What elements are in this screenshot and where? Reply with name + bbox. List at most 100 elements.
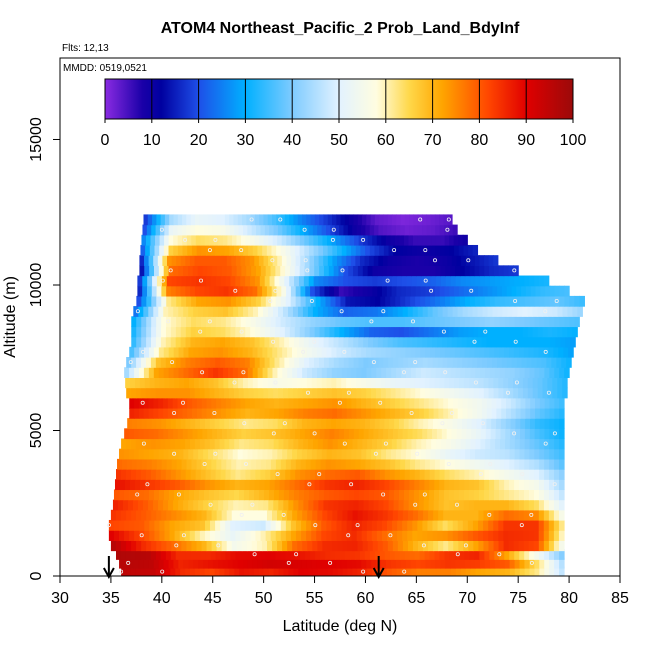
sample-marker	[301, 349, 306, 354]
heatmap-cell	[316, 418, 322, 429]
heatmap-cell	[351, 377, 357, 389]
heatmap-cell	[478, 499, 485, 511]
sample-marker	[378, 400, 383, 405]
heatmap-cell	[146, 316, 152, 328]
heatmap-cell	[559, 438, 565, 450]
heatmap-cell	[428, 509, 434, 521]
heatmap-cell	[288, 566, 294, 576]
heatmap-cell	[480, 438, 486, 450]
heatmap-cell	[534, 458, 540, 470]
heatmap-cell	[236, 234, 242, 246]
heatmap-cell	[415, 316, 421, 328]
heatmap-cell	[258, 489, 265, 501]
heatmap-cell	[546, 357, 552, 368]
heatmap-cell	[156, 509, 162, 521]
heatmap-cell	[308, 244, 315, 256]
heatmap-cell	[161, 326, 167, 338]
heatmap-cell	[240, 397, 246, 409]
heatmap-cell	[161, 285, 167, 297]
heatmap-cell	[534, 469, 540, 480]
heatmap-cell	[467, 306, 474, 317]
heatmap-cell	[340, 458, 347, 470]
heatmap-cell	[213, 367, 219, 378]
heatmap-cell	[191, 458, 198, 470]
heatmap-cell	[268, 234, 274, 246]
heatmap-cell	[398, 418, 405, 429]
heatmap-cell	[348, 499, 355, 511]
heatmap-cell	[336, 367, 343, 378]
heatmap-cell	[419, 255, 425, 266]
heatmap-cell	[126, 438, 132, 450]
heatmap-cell	[153, 407, 159, 419]
heatmap-cell	[148, 306, 154, 317]
y-axis-label: Altitude (m)	[2, 276, 19, 358]
heatmap-cell	[385, 346, 392, 358]
heatmap-cell	[176, 295, 182, 307]
heatmap-cell	[366, 387, 372, 399]
heatmap-cell	[210, 275, 217, 287]
heatmap-cell	[238, 285, 244, 297]
x-tick-label: 55	[306, 590, 324, 607]
heatmap-cell	[554, 557, 560, 569]
heatmap-cell	[409, 407, 415, 419]
heatmap-cell	[410, 295, 416, 307]
heatmap-cell	[275, 316, 282, 328]
heatmap-cell	[422, 519, 429, 531]
heatmap-cell	[168, 448, 175, 460]
heatmap-cell	[196, 540, 203, 552]
heatmap-cell	[499, 479, 505, 491]
heatmap-cell	[142, 224, 148, 236]
heatmap-cell	[552, 377, 558, 389]
heatmap-cell	[362, 214, 367, 226]
heatmap-cell	[360, 244, 366, 256]
heatmap-cell	[188, 306, 194, 317]
flight-arrow	[372, 556, 385, 580]
heatmap-cell	[517, 306, 524, 317]
heatmap-cell	[135, 387, 142, 399]
heatmap-cell	[229, 479, 236, 491]
heatmap-cell	[221, 428, 228, 440]
heatmap-cell	[318, 336, 325, 348]
heatmap-cell	[464, 265, 471, 277]
heatmap-cell	[454, 377, 460, 389]
heatmap-cell	[360, 458, 366, 470]
heatmap-cell	[292, 377, 298, 389]
sample-marker	[180, 400, 185, 405]
heatmap-cell	[179, 519, 186, 531]
heatmap-cell	[155, 566, 162, 576]
heatmap-cell	[435, 224, 441, 236]
heatmap-cell	[272, 557, 278, 569]
heatmap-cell	[189, 438, 196, 450]
heatmap-cell	[534, 295, 541, 307]
heatmap-cell	[449, 458, 456, 470]
heatmap-cell	[125, 377, 131, 389]
heatmap-cell	[193, 367, 199, 378]
heatmap-cell	[199, 479, 206, 491]
heatmap-cell	[374, 549, 381, 560]
heatmap-cell	[559, 428, 565, 440]
heatmap-cell	[479, 255, 485, 266]
heatmap-cell	[245, 316, 252, 328]
heatmap-cell	[513, 346, 520, 358]
heatmap-cell	[450, 275, 457, 287]
heatmap-cell	[263, 387, 269, 399]
heatmap-cell	[428, 499, 435, 511]
heatmap-cell	[390, 557, 397, 569]
heatmap-cell	[231, 458, 237, 470]
heatmap-cell	[327, 397, 333, 409]
heatmap-cell	[281, 234, 287, 246]
heatmap-cell	[398, 326, 405, 338]
heatmap-cell	[353, 499, 360, 511]
heatmap-cell	[160, 566, 166, 576]
heatmap-cell	[356, 387, 362, 399]
heatmap-cell	[357, 566, 363, 576]
heatmap-cell	[472, 407, 478, 419]
heatmap-cell	[252, 377, 259, 389]
heatmap-cell	[194, 285, 201, 297]
heatmap-cell	[177, 428, 184, 440]
heatmap-cell	[534, 367, 541, 378]
heatmap-cell	[153, 255, 159, 266]
heatmap-cell	[435, 234, 441, 246]
heatmap-cell	[375, 377, 382, 389]
heatmap-cell	[224, 479, 231, 491]
